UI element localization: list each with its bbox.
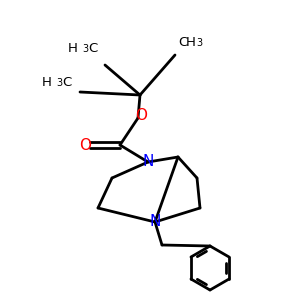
Text: H: H [68, 41, 78, 55]
Text: 3: 3 [56, 78, 62, 88]
Text: H: H [186, 35, 196, 49]
Text: O: O [79, 137, 91, 152]
Text: N: N [149, 214, 161, 230]
Text: N: N [142, 154, 154, 169]
Text: C: C [62, 76, 71, 88]
Text: C: C [88, 41, 97, 55]
Text: 3: 3 [82, 44, 88, 54]
Text: H: H [42, 76, 52, 88]
Text: 3: 3 [196, 38, 202, 48]
Text: O: O [135, 107, 147, 122]
Text: C: C [178, 35, 187, 49]
